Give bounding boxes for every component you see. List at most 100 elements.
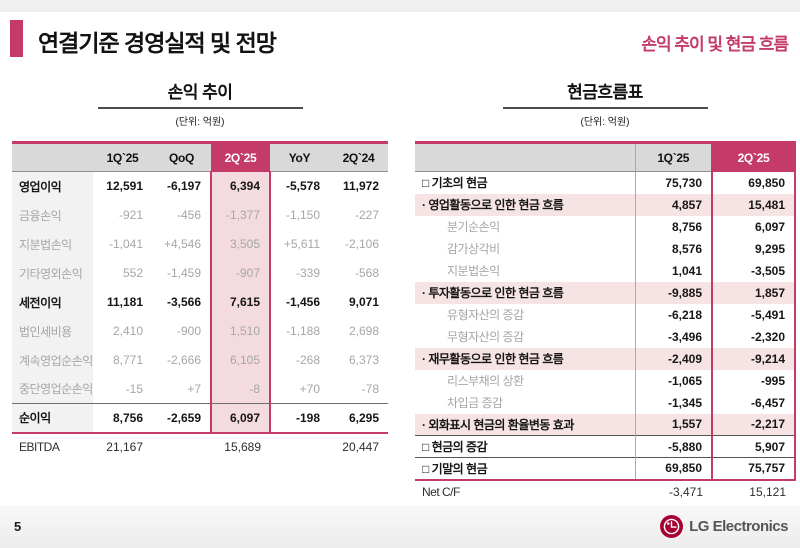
income-unit-label: (단위: 억원) <box>175 117 225 128</box>
table-row: · 재무활동으로 인한 현금 흐름 -2,409 -9,214 <box>415 347 796 370</box>
cell-value: -6,457 <box>711 391 796 414</box>
cell-value: 9,071 <box>348 295 379 309</box>
cell-value: -1,041 <box>108 237 143 251</box>
row-label: · 투자활동으로 인한 현금 흐름 <box>415 281 635 304</box>
table-row: · 영업활동으로 인한 현금 흐름 4,857 15,481 <box>415 193 796 216</box>
cell-value: 1,557 <box>634 413 712 436</box>
cell-value: -3,505 <box>711 259 796 282</box>
cell-value: -15 <box>125 381 143 396</box>
cell-value: -1,150 <box>285 208 320 222</box>
column-header: 1Q`25 <box>93 142 152 172</box>
table-row: 차입금 증감 -1,345 -6,457 <box>415 391 796 414</box>
cell-value <box>270 431 329 461</box>
row-label: · 외화표시 현금의 환율변동 효과 <box>415 413 635 436</box>
row-label: 지분법손익 <box>447 264 500 278</box>
cell-value: 11,972 <box>342 179 379 194</box>
page-title: 연결기준 경영실적 및 전망 <box>38 30 277 56</box>
lg-logo: LG Electronics <box>660 515 788 538</box>
header-row: 1Q`25 QoQ 2Q`25 YoY 2Q`24 <box>12 142 388 172</box>
cell-value: -3,496 <box>634 325 712 348</box>
row-label: 지분법손익 <box>12 229 93 259</box>
table-row: 리스부채의 상환 -1,065 -995 <box>415 369 796 392</box>
column-header: QoQ <box>152 142 211 172</box>
cell-value: -2,106 <box>344 237 379 251</box>
cell-value: -3,471 <box>635 478 712 504</box>
cell-value: 15,689 <box>211 431 270 461</box>
cell-value: -78 <box>361 381 379 396</box>
cell-value: 6,295 <box>329 403 388 433</box>
row-label: 금융손익 <box>12 200 93 230</box>
table-row: · 외화표시 현금의 환율변동 효과 1,557 -2,217 <box>415 413 796 436</box>
cell-value: 6,373 <box>348 353 379 367</box>
cell-value: -1,345 <box>634 391 712 414</box>
slide-header: 연결기준 경영실적 및 전망 손익 추이 및 현금 흐름 <box>0 12 800 66</box>
cell-value: 8,771 <box>112 353 143 367</box>
cashflow-panel: 현금흐름표 (단위: 억원) 1Q`25 2Q`25 □ 기초의 현금 75,730… <box>415 78 796 504</box>
row-label: 계속영업순손익 <box>12 345 93 375</box>
row-label: □ 기초의 현금 <box>422 176 488 191</box>
cell-value: -198 <box>270 403 329 433</box>
table-row: □ 기초의 현금 75,730 69,850 <box>415 171 796 194</box>
lg-symbol-icon <box>660 515 684 538</box>
cell-value: -8 <box>210 374 271 404</box>
cell-value: -5,491 <box>711 303 796 326</box>
cell-value: 21,167 <box>93 431 152 461</box>
income-panel: 손익 추이 (단위: 억원) 1Q`25 QoQ 2Q`25 YoY 2Q`24 영업이… <box>12 78 388 461</box>
table-row: · 투자활동으로 인한 현금 흐름 -9,885 1,857 <box>415 281 796 304</box>
cell-value: -900 <box>176 324 201 338</box>
table-row: □ 현금의 증감 -5,880 5,907 <box>415 435 796 458</box>
cell-value: -268 <box>295 353 320 367</box>
cashflow-table-head: 1Q`25 2Q`25 <box>415 142 796 172</box>
table-row: 법인세비용 2,410 -900 1,510 -1,188 2,698 <box>12 316 388 346</box>
top-strip <box>0 0 800 12</box>
cell-value: 1,510 <box>210 316 271 346</box>
cell-value: 552 <box>122 266 143 280</box>
cell-value: 75,730 <box>634 171 712 194</box>
cell-value: -5,880 <box>634 435 712 458</box>
cell-value: -1,188 <box>285 324 320 338</box>
table-row: 지분법손익 1,041 -3,505 <box>415 259 796 282</box>
table-row: 분기순손익 8,756 6,097 <box>415 215 796 238</box>
cell-value: +5,611 <box>283 237 320 251</box>
income-title-wrap: 손익 추이 <box>12 78 388 109</box>
header-row: 1Q`25 2Q`25 <box>415 142 796 172</box>
cell-value: 8,756 <box>93 403 152 433</box>
cell-value: 11,181 <box>106 295 143 309</box>
table-row: 기타영외손익 552 -1,459 -907 -339 -568 <box>12 258 388 288</box>
row-label: 차입금 증감 <box>447 396 503 410</box>
cell-value: -2,409 <box>634 347 712 370</box>
row-label: · 영업활동으로 인한 현금 흐름 <box>415 193 635 216</box>
cell-value: -6,197 <box>166 179 201 194</box>
cell-value: -9,885 <box>634 281 712 304</box>
cell-value: +4,546 <box>163 237 201 251</box>
column-header: 2Q`25 <box>211 142 270 172</box>
cell-value: 8,756 <box>634 215 712 238</box>
cell-value: +7 <box>187 381 201 396</box>
row-label: □ 현금의 증감 <box>415 435 635 458</box>
cell-value: +70 <box>299 381 320 396</box>
row-label: 기타영외손익 <box>12 258 93 288</box>
table-row: 지분법손익 -1,041 +4,546 3,505 +5,611 -2,106 <box>12 229 388 259</box>
table-row: 세전이익 11,181 -3,566 7,615 -1,456 9,071 <box>12 287 388 317</box>
row-label: 분기순손익 <box>447 220 500 234</box>
row-label: Net C/F <box>415 478 635 504</box>
cell-value: 2,698 <box>348 324 379 338</box>
cashflow-unit-label: (단위: 억원) <box>580 117 630 128</box>
cell-value: 8,576 <box>634 237 712 260</box>
table-row: □ 기말의 현금 69,850 75,757 <box>415 457 796 480</box>
cell-value: -3,566 <box>166 295 201 309</box>
row-label: 감가상각비 <box>447 242 500 256</box>
cell-value: -1,459 <box>166 266 201 280</box>
table-footnote-row: Net C/F -3,471 15,121 <box>415 478 795 504</box>
column-header: 2Q`25 <box>711 142 796 172</box>
cashflow-table: 1Q`25 2Q`25 □ 기초의 현금 75,730 69,850 · 영업활동으로 … <box>415 141 796 504</box>
income-table: 1Q`25 QoQ 2Q`25 YoY 2Q`24 영업이익 12,591 -6,197 6,… <box>12 141 388 461</box>
table-row: 무형자산의 증감 -3,496 -2,320 <box>415 325 796 348</box>
cell-value: 69,850 <box>634 457 712 480</box>
cell-value: 5,907 <box>711 435 796 458</box>
cell-value: -568 <box>354 266 379 280</box>
cell-value: 6,394 <box>210 171 271 201</box>
row-label: 순이익 <box>12 403 93 433</box>
cell-value: 69,850 <box>711 171 796 194</box>
column-header: YoY <box>270 142 329 172</box>
